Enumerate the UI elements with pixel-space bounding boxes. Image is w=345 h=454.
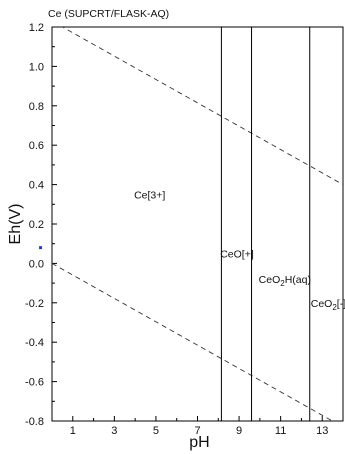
y-tick-label: -0.8 [25,416,44,428]
plot-frame [51,26,344,422]
region-label: Ce[3+] [134,189,165,201]
x-tick-label: 9 [236,425,242,437]
x-axis-title: pH [189,434,209,451]
x-tick-label: 7 [194,425,200,437]
y-tick-label: -0.6 [25,377,44,389]
y-tick-label: 1.0 [29,61,44,73]
x-tick-label: 5 [153,425,159,437]
axes: 1 3 5 7 9 11 13-0.8-0.6-0.4-0.20.00.20.40.60.8… [25,22,344,437]
x-tick-label: 13 [316,425,328,437]
y-tick-label: 1.2 [29,22,44,34]
plot-lines [52,27,343,421]
water-stability-line [52,263,334,421]
y-tick-label: 0.4 [29,180,44,192]
x-tick-label: 1 [70,425,76,437]
x-tick-label: 3 [111,425,117,437]
y-tick-label: -0.2 [25,298,44,310]
water-stability-line [61,27,343,185]
data-marker [39,246,43,250]
y-tick-label: 0.0 [29,258,44,270]
region-label: CeO2[-] [311,298,345,312]
y-tick-label: -0.4 [25,337,44,349]
y-tick-label: 0.8 [29,101,44,113]
chart-title: Ce (SUPCRT/FLASK-AQ) [48,8,169,20]
region-label: CeO2H(aq) [259,274,311,288]
region-label: CeO[+] [220,249,254,261]
x-tick-label: 11 [275,425,286,437]
region-labels: Ce[3+] CeO[+] CeO2H(aq)CeO2[-] [39,189,345,312]
y-axis-title: Eh(V) [7,204,24,245]
y-tick-label: 0.6 [29,140,44,152]
y-tick-label: 0.2 [29,219,44,231]
